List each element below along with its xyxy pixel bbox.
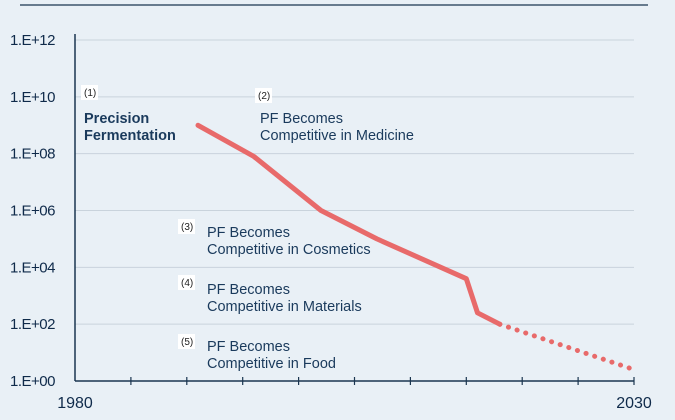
annotation-number: (3): [181, 222, 193, 233]
y-tick-label: 1.E+08: [10, 146, 55, 163]
cost-curve-line: [195, 122, 503, 327]
annotation-number-box: [81, 85, 98, 100]
annotation-text: PF Becomes: [260, 111, 343, 127]
annotation-number: (2): [258, 91, 270, 102]
annotation-text: Precision: [84, 111, 149, 127]
annotation-number: (1): [84, 88, 96, 99]
annotation-number-box: [178, 334, 195, 349]
y-tick-label: 1.E+06: [10, 203, 55, 220]
annotation-text: Competitive in Medicine: [260, 128, 414, 144]
y-tick-label: 1.E+12: [10, 32, 55, 49]
y-tick-label: 1.E+10: [10, 89, 55, 106]
y-tick-label: 1.E+00: [10, 373, 55, 390]
annotation-text: Competitive in Cosmetics: [207, 242, 371, 258]
annotation-number-box: [178, 219, 195, 234]
projection-line-dotted: [497, 321, 637, 373]
annotation-text: PF Becomes: [207, 282, 290, 298]
annotation-text: Competitive in Food: [207, 356, 336, 372]
annotation-number-box: [255, 88, 272, 103]
annotation-text: Competitive in Materials: [207, 299, 362, 315]
annotation-number: (5): [181, 337, 193, 348]
y-tick-label: 1.E+02: [10, 316, 55, 333]
annotation-text: Fermentation: [84, 128, 176, 144]
x-tick-label: 2030: [616, 395, 652, 412]
annotation-text: PF Becomes: [207, 339, 290, 355]
y-tick-label: 1.E+04: [10, 259, 55, 276]
annotation-number: (4): [181, 278, 193, 289]
x-tick-label: 1980: [57, 395, 93, 412]
annotation-number-box: [178, 275, 195, 290]
annotation-text: PF Becomes: [207, 225, 290, 241]
